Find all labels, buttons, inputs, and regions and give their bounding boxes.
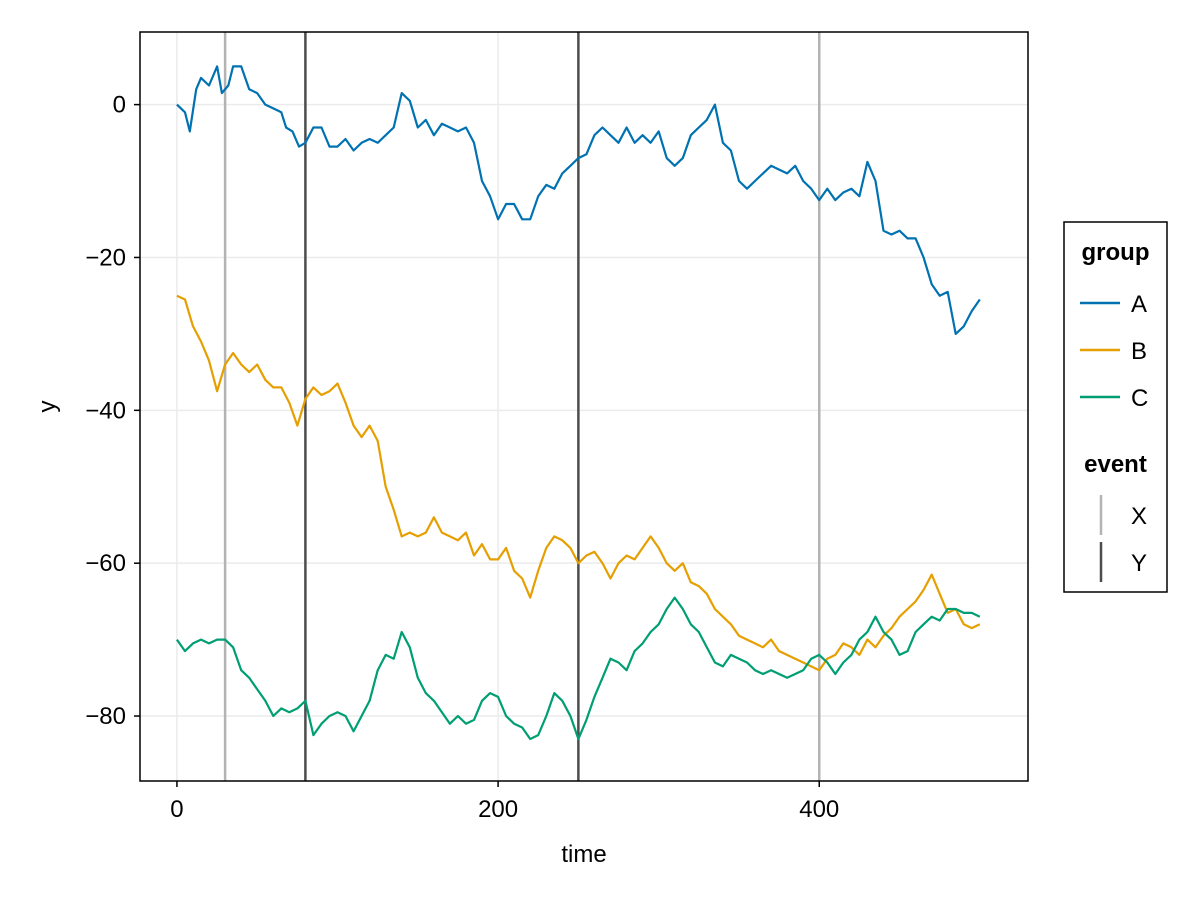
x-tick-label: 400 xyxy=(799,796,839,823)
y-tick-label: −80 xyxy=(85,703,126,730)
legend-items: ABC XY xyxy=(1080,291,1148,582)
x-tick-label: 200 xyxy=(478,796,518,823)
y-tick-label: −40 xyxy=(85,397,126,424)
x-axis-label: time xyxy=(561,841,606,868)
plot-frame xyxy=(139,31,1029,782)
x-tick-label: 0 xyxy=(170,796,183,823)
legend: group event ABC XY xyxy=(1063,221,1168,593)
legend-label-a: A xyxy=(1131,291,1147,318)
legend-label-c: C xyxy=(1131,385,1148,412)
axis-ticks: 0 200 400 0 −20 −40 −60 −80 xyxy=(85,92,839,823)
legend-group-title: group xyxy=(1082,239,1150,266)
legend-label-y: Y xyxy=(1131,550,1147,577)
event-lines xyxy=(223,32,821,781)
data-series xyxy=(176,65,981,741)
legend-event-title: event xyxy=(1084,451,1147,478)
legend-label-b: B xyxy=(1131,338,1147,365)
series-line-c xyxy=(176,596,981,741)
series-line-a xyxy=(176,65,981,335)
y-tick-label: −20 xyxy=(85,244,126,271)
series-line-b xyxy=(176,294,981,672)
legend-box xyxy=(1063,221,1168,593)
gridlines xyxy=(140,32,1028,781)
y-axis-label: y xyxy=(34,401,61,413)
y-tick-label: −60 xyxy=(85,550,126,577)
legend-label-x: X xyxy=(1131,503,1147,530)
y-tick-label: 0 xyxy=(113,92,126,119)
